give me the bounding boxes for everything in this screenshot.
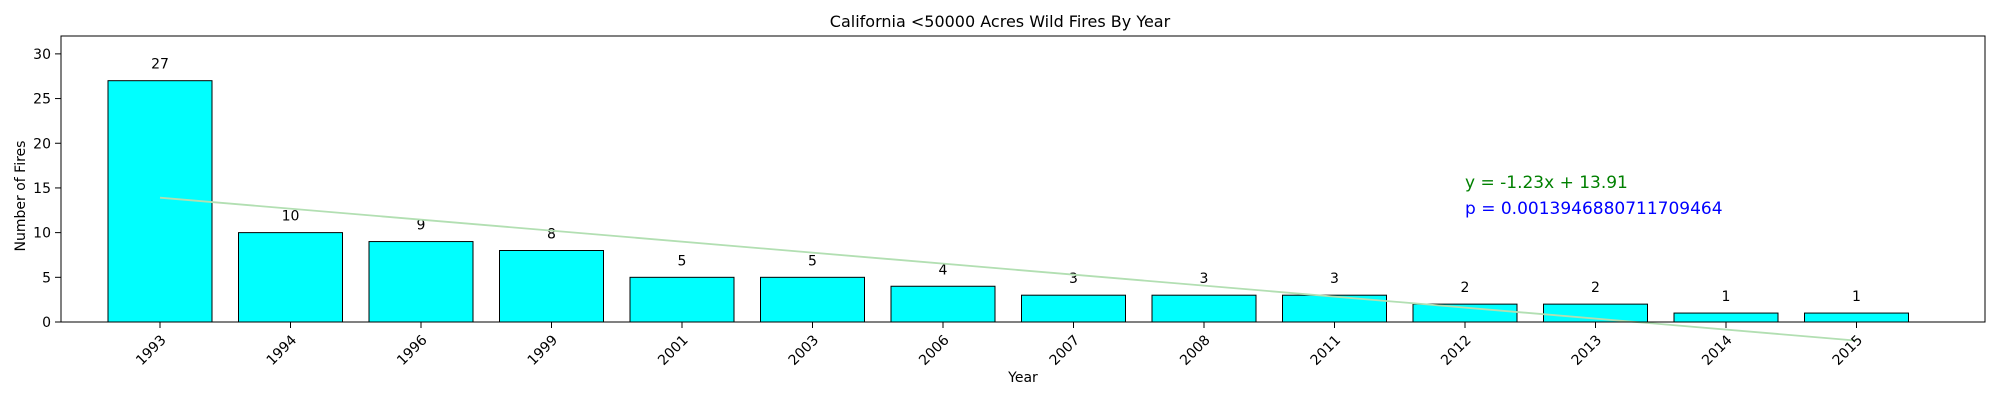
bar-value-label: 3 (1330, 271, 1339, 287)
bar (890, 285, 996, 323)
trendline (159, 196, 1857, 342)
bar (238, 232, 343, 323)
y-tick-label: 30 (33, 47, 51, 63)
x-tick-label: 2011 (1308, 332, 1345, 369)
x-tick-label: 2013 (1569, 332, 1606, 369)
y-tick-label: 0 (42, 315, 51, 331)
x-tick-label: 1994 (264, 332, 301, 369)
y-tick-label: 20 (33, 136, 51, 152)
x-tick-label: 2012 (1438, 332, 1475, 369)
bar-value-label: 1 (1852, 289, 1861, 305)
x-tick-label: 2001 (655, 332, 692, 369)
p-value: p = 0.0013946880711709464 (1465, 199, 1723, 219)
x-tick-label: 2008 (1177, 332, 1214, 369)
x-tick-label: 2015 (1830, 332, 1867, 369)
bar (368, 241, 474, 323)
plot-frame (60, 35, 1986, 323)
bar-value-label: 4 (939, 262, 948, 278)
bar-value-label: 1 (1722, 289, 1731, 305)
y-tick-label: 15 (33, 181, 51, 197)
bar (499, 250, 604, 323)
x-tick-label: 2007 (1047, 332, 1084, 369)
bar-value-label: 27 (151, 57, 169, 73)
bar-value-label: 5 (678, 253, 687, 269)
x-tick-label: 2014 (1699, 332, 1736, 369)
chart-title: California <50000 Acres Wild Fires By Ye… (830, 12, 1171, 31)
bar-value-label: 3 (1069, 271, 1078, 287)
bar-value-label: 8 (547, 227, 556, 243)
x-tick-label: 1999 (525, 332, 562, 369)
y-tick-label: 10 (33, 226, 51, 242)
bar-value-label: 2 (1461, 280, 1470, 296)
x-tick-label: 2003 (786, 332, 823, 369)
y-tick-label: 25 (33, 92, 51, 108)
bar (760, 276, 865, 323)
bar-value-label: 3 (1200, 271, 1209, 287)
bar (1673, 312, 1779, 323)
y-tick-label: 5 (42, 270, 51, 286)
trendline-equation: y = -1.23x + 13.91 (1465, 173, 1628, 193)
bar (1151, 294, 1257, 323)
x-tick-label: 2006 (916, 332, 953, 369)
bar (1804, 312, 1909, 323)
bar (1021, 294, 1126, 323)
trendline-layer (159, 196, 1857, 342)
y-axis-label: Number of Fires (13, 141, 29, 252)
bar-value-label: 2 (1591, 280, 1600, 296)
bar-value-label: 10 (282, 209, 300, 225)
bar-value-label: 5 (808, 253, 817, 269)
x-tick-label: 1996 (394, 332, 431, 369)
x-axis-label: Year (1007, 370, 1038, 386)
bars-layer: 27 10 9 8 5 5 4 3 3 3 2 2 1 1 (107, 57, 1909, 323)
bar (629, 276, 735, 323)
x-tick-label: 1993 (133, 332, 170, 369)
bar-value-label: 9 (417, 218, 426, 234)
